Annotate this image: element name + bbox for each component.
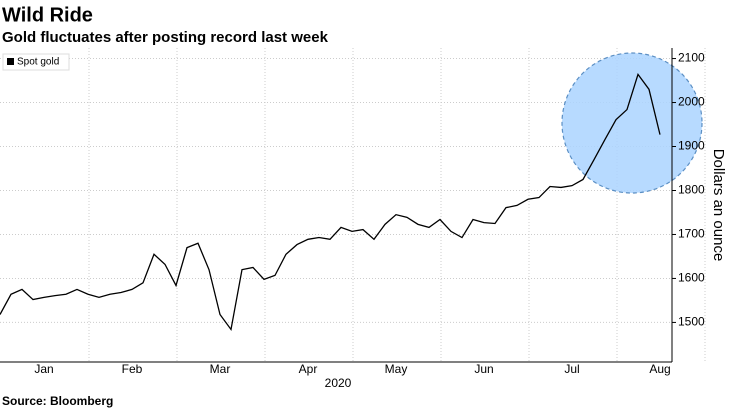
x-tick-label: Feb (122, 362, 143, 376)
y-tick-label: 2000 (678, 95, 705, 109)
y-tick-label: 1500 (678, 315, 705, 329)
x-axis-label: 2020 (325, 376, 352, 390)
x-tick-label: Jul (564, 362, 579, 376)
y-axis-label: Dollars an ounce (710, 149, 727, 262)
x-tick-label: May (385, 362, 408, 376)
highlight-circle (561, 52, 703, 194)
x-tick-label: Jan (34, 362, 53, 376)
y-tick-label: 1600 (678, 271, 705, 285)
legend-swatch (7, 58, 14, 65)
source: Source: Bloomberg (2, 394, 113, 408)
line-series (0, 72, 661, 332)
x-tick-label: Mar (210, 362, 231, 376)
x-tick-label: Aug (649, 362, 670, 376)
x-tick-label: Apr (299, 362, 318, 376)
legend-label: Spot gold (17, 57, 59, 68)
chart-subtitle: Gold fluctuates after posting record las… (2, 29, 329, 46)
y-tick-label: 2100 (678, 51, 705, 65)
y-tick-label: 1700 (678, 227, 705, 241)
chart-title: Wild Ride (2, 4, 93, 26)
x-tick-label: Jun (474, 362, 493, 376)
legend (2, 53, 70, 71)
y-tick-label: 1800 (678, 183, 705, 197)
y-tick-label: 1900 (678, 139, 705, 153)
